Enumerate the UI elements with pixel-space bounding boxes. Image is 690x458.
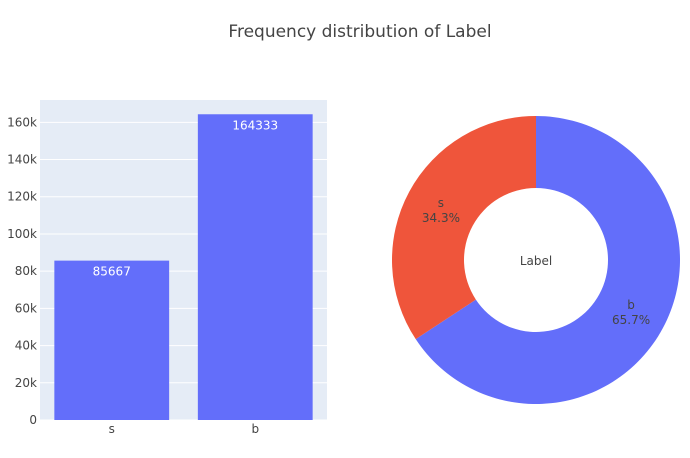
bars: 85667 164333 (54, 114, 313, 420)
chart-title: Frequency distribution of Label (228, 22, 491, 42)
donut-slice-label: b (627, 298, 635, 312)
x-tick-label: b (251, 422, 259, 436)
y-tick-label: 80k (15, 264, 37, 278)
x-tick-label: s (109, 422, 115, 436)
bar-b (197, 114, 313, 420)
y-axis-ticks: 0 20k 40k 60k 80k 100k 120k 140k 160k (7, 115, 37, 427)
donut-slice-label: s (438, 196, 444, 210)
bar-value-label: 164333 (232, 118, 278, 132)
y-tick-label: 140k (7, 153, 37, 167)
y-tick-label: 100k (7, 227, 37, 241)
y-tick-label: 40k (15, 339, 37, 353)
y-tick-label: 60k (15, 301, 37, 315)
bar-s (54, 260, 170, 420)
donut-slice-labels: b65.7% s34.3% (422, 196, 650, 327)
donut-center-label: Label (520, 254, 552, 268)
y-tick-label: 20k (15, 376, 37, 390)
donut-slice-b (415, 116, 680, 404)
y-tick-label: 120k (7, 190, 37, 204)
donut-slice-percent: 65.7% (612, 313, 650, 327)
y-tick-label: 0 (29, 413, 37, 427)
donut-slice-s (392, 116, 536, 340)
donut-slices (392, 116, 680, 404)
donut-chart: b65.7% s34.3% Label (392, 116, 680, 404)
y-tick-label: 160k (7, 115, 37, 129)
bar-value-label: 85667 (93, 265, 131, 279)
bar-chart: 0 20k 40k 60k 80k 100k 120k 140k 160k 85667 16433… (7, 100, 327, 436)
donut-slice-percent: 34.3% (422, 211, 460, 225)
